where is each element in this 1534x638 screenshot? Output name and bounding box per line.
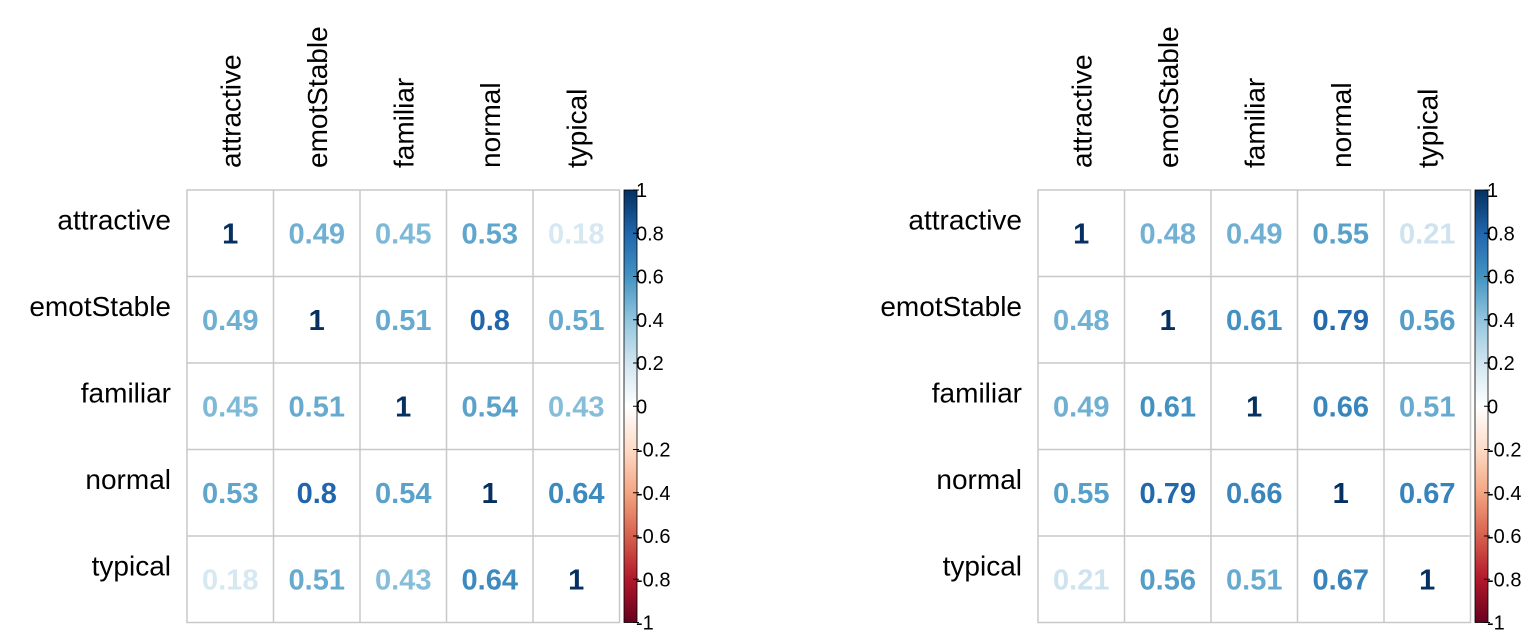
cell-value: 0.49 xyxy=(202,305,258,337)
column-label: typical xyxy=(1412,89,1443,168)
colorbar-tick-label: 1 xyxy=(1487,180,1498,202)
cell-value: 1 xyxy=(395,391,411,423)
cell-value: 0.43 xyxy=(548,391,604,423)
matrix-frame xyxy=(186,189,621,624)
row-label: attractive xyxy=(57,204,171,235)
colorbar-tick-label: 0 xyxy=(1487,396,1498,418)
correlation-matrix-right: attractive emotStable familiar normal typica… xyxy=(880,26,1521,634)
cell-value: 0.51 xyxy=(1399,391,1455,423)
column-label: emotStable xyxy=(302,26,333,168)
colorbar-tick-label: 0.8 xyxy=(1487,223,1515,245)
cell-value: 0.56 xyxy=(1399,305,1455,337)
cell-value: 0.55 xyxy=(1053,478,1109,510)
cell-value: 0.53 xyxy=(462,218,518,250)
cell-value: 0.66 xyxy=(1313,391,1369,423)
cell-value: 1 xyxy=(309,305,325,337)
matrix-frame xyxy=(1037,189,1472,624)
column-label: attractive xyxy=(215,54,246,168)
cell-value: 0.49 xyxy=(289,218,345,250)
cell-value: 0.18 xyxy=(202,564,258,596)
row-label: familiar xyxy=(932,377,1022,408)
cell-value: 0.8 xyxy=(470,305,510,337)
cell-value: 0.51 xyxy=(548,305,604,337)
cell-value: 1 xyxy=(1419,564,1435,596)
cell-value: 0.61 xyxy=(1140,391,1196,423)
cell-value: 0.18 xyxy=(548,218,604,250)
column-label: normal xyxy=(475,82,506,168)
colorbar-tick-label: 0.8 xyxy=(636,223,664,245)
cell-value: 0.45 xyxy=(202,391,258,423)
colorbar-tick-label: -0.6 xyxy=(1487,526,1521,548)
cell-value: 0.79 xyxy=(1140,478,1196,510)
cell-value: 0.53 xyxy=(202,478,258,510)
cell-value: 0.21 xyxy=(1053,564,1109,596)
cell-value: 0.54 xyxy=(375,478,431,510)
colorbar-tick-label: 0.2 xyxy=(1487,353,1515,375)
row-label: typical xyxy=(943,550,1022,581)
colorbar-tick-label: 0.6 xyxy=(636,267,664,289)
colorbar-tick-label: -0.2 xyxy=(1487,440,1521,462)
cell-value: 1 xyxy=(1073,218,1089,250)
cell-value: 0.48 xyxy=(1053,305,1109,337)
row-label: emotStable xyxy=(29,291,171,322)
cell-value: 0.67 xyxy=(1399,478,1455,510)
row-label: normal xyxy=(936,464,1022,495)
colorbar-tick-label: -0.4 xyxy=(1487,483,1521,505)
colorbar-tick-label: -0.4 xyxy=(636,483,670,505)
colorbar-tick-label: 0.2 xyxy=(636,353,664,375)
column-label: normal xyxy=(1326,82,1357,168)
colorbar-tick-label: 0.4 xyxy=(1487,310,1515,332)
cell-value: 0.61 xyxy=(1226,305,1282,337)
cell-value: 1 xyxy=(1246,391,1262,423)
row-label: typical xyxy=(92,550,171,581)
cell-value: 0.51 xyxy=(375,305,431,337)
colorbar-tick-label: -0.6 xyxy=(636,526,670,548)
cell-value: 0.54 xyxy=(462,391,518,423)
colorbar-tick-label: -0.8 xyxy=(1487,569,1521,591)
cell-value: 1 xyxy=(222,218,238,250)
cell-value: 1 xyxy=(1160,305,1176,337)
cell-value: 0.21 xyxy=(1399,218,1455,250)
cell-value: 0.56 xyxy=(1140,564,1196,596)
correlation-matrix-left: attractive emotStable familiar normal typica… xyxy=(29,26,670,634)
colorbar-tick-label: 0.6 xyxy=(1487,267,1515,289)
column-label: familiar xyxy=(1239,78,1270,168)
colorbar-tick-label: -0.8 xyxy=(636,569,670,591)
row-label: attractive xyxy=(908,204,1022,235)
cell-value: 0.45 xyxy=(375,218,431,250)
cell-value: 1 xyxy=(1333,478,1349,510)
cell-value: 1 xyxy=(482,478,498,510)
cell-value: 0.51 xyxy=(289,564,345,596)
column-label: familiar xyxy=(388,78,419,168)
column-label: typical xyxy=(561,89,592,168)
cell-value: 0.64 xyxy=(548,478,604,510)
row-label: familiar xyxy=(81,377,171,408)
colorbar-tick-label: -1 xyxy=(636,613,654,635)
cell-value: 0.55 xyxy=(1313,218,1369,250)
cell-value: 0.67 xyxy=(1313,564,1369,596)
colorbar-tick-label: -0.2 xyxy=(636,440,670,462)
cell-value: 0.64 xyxy=(462,564,518,596)
colorbar-tick-label: -1 xyxy=(1487,613,1505,635)
row-label: emotStable xyxy=(880,291,1022,322)
colorbar-tick-label: 0 xyxy=(636,396,647,418)
cell-value: 0.79 xyxy=(1313,305,1369,337)
cell-value: 1 xyxy=(568,564,584,596)
column-label: emotStable xyxy=(1153,26,1184,168)
cell-value: 0.66 xyxy=(1226,478,1282,510)
cell-value: 0.51 xyxy=(289,391,345,423)
cell-value: 0.49 xyxy=(1053,391,1109,423)
row-label: normal xyxy=(85,464,171,495)
cell-value: 0.8 xyxy=(297,478,337,510)
colorbar-tick-label: 1 xyxy=(636,180,647,202)
column-label: attractive xyxy=(1066,54,1097,168)
colorbar-tick-label: 0.4 xyxy=(636,310,664,332)
cell-value: 0.48 xyxy=(1140,218,1196,250)
cell-value: 0.43 xyxy=(375,564,431,596)
cell-value: 0.49 xyxy=(1226,218,1282,250)
cell-value: 0.51 xyxy=(1226,564,1282,596)
